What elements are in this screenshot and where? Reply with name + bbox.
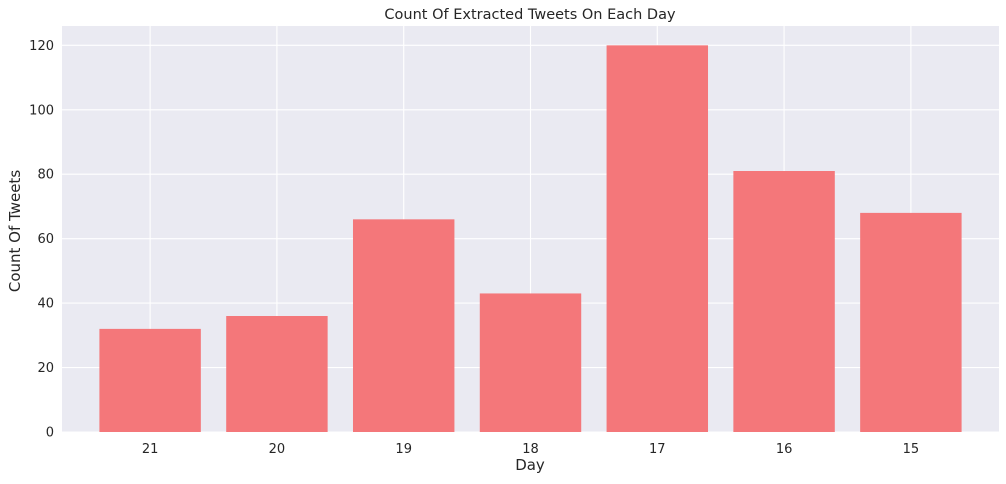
y-tick-label: 20 (37, 361, 54, 376)
bar-20 (226, 316, 328, 432)
y-tick-label: 60 (37, 232, 54, 247)
x-tick-label: 17 (649, 442, 666, 457)
bar-19 (352, 219, 455, 432)
chart-title: Count Of Extracted Tweets On Each Day (384, 7, 676, 23)
bar-16 (733, 171, 835, 432)
bars (99, 45, 962, 432)
bar-17 (606, 45, 709, 432)
bar-21 (99, 328, 201, 432)
x-tick-label: 21 (142, 442, 159, 457)
x-tick-label: 16 (776, 442, 793, 457)
y-tick-label: 40 (37, 297, 54, 312)
y-axis-ticks: 0 20 40 60 80 100 120 (29, 39, 54, 441)
bar-18 (479, 293, 582, 432)
x-axis-ticks: 21 20 19 18 17 16 15 (142, 442, 919, 457)
x-tick-label: 20 (269, 442, 286, 457)
y-tick-label: 100 (29, 103, 54, 118)
y-tick-label: 120 (29, 39, 54, 54)
x-tick-label: 19 (395, 442, 412, 457)
bar-15 (860, 212, 962, 432)
y-axis-label: Count Of Tweets (6, 170, 24, 292)
y-tick-label: 80 (37, 168, 54, 183)
x-tick-label: 18 (522, 442, 539, 457)
x-tick-label: 15 (903, 442, 920, 457)
y-tick-label: 0 (46, 426, 54, 441)
x-axis-label: Day (515, 456, 545, 474)
